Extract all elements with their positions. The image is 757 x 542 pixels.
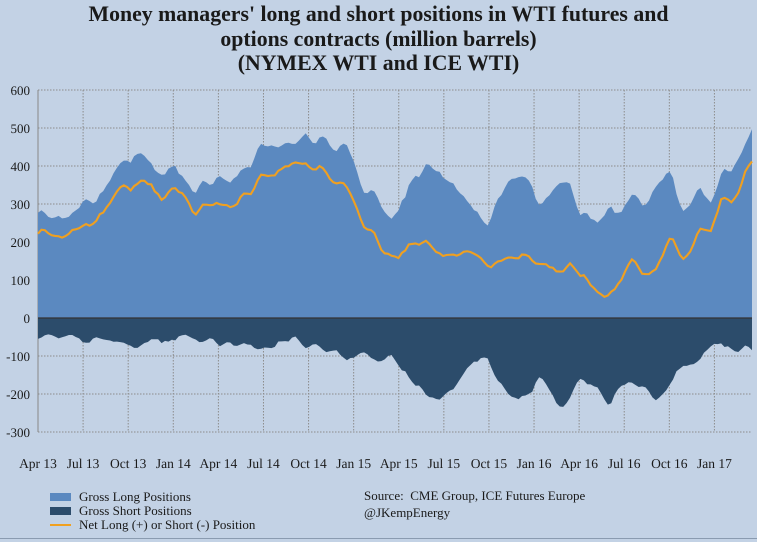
svg-text:Oct 16: Oct 16 — [651, 456, 688, 471]
svg-text:Jan 16: Jan 16 — [517, 456, 552, 471]
svg-text:0: 0 — [24, 311, 31, 326]
svg-text:Oct 13: Oct 13 — [110, 456, 147, 471]
svg-text:-200: -200 — [6, 387, 30, 402]
svg-text:Jan 17: Jan 17 — [697, 456, 732, 471]
svg-text:300: 300 — [11, 197, 31, 212]
svg-text:100: 100 — [11, 273, 31, 288]
svg-text:-300: -300 — [6, 425, 30, 440]
svg-text:500: 500 — [11, 121, 31, 136]
svg-text:Apr 16: Apr 16 — [560, 456, 598, 471]
svg-text:Jan 14: Jan 14 — [156, 456, 191, 471]
svg-text:600: 600 — [11, 83, 31, 98]
svg-text:Jul 15: Jul 15 — [428, 456, 461, 471]
svg-text:Jan 15: Jan 15 — [336, 456, 371, 471]
svg-text:400: 400 — [11, 159, 31, 174]
svg-text:Oct 15: Oct 15 — [471, 456, 508, 471]
svg-text:-100: -100 — [6, 349, 30, 364]
svg-text:200: 200 — [11, 235, 31, 250]
svg-text:Oct 14: Oct 14 — [290, 456, 327, 471]
svg-text:Jul 14: Jul 14 — [247, 456, 280, 471]
svg-text:Apr 14: Apr 14 — [199, 456, 237, 471]
svg-text:Apr 15: Apr 15 — [380, 456, 418, 471]
svg-text:Apr 13: Apr 13 — [19, 456, 57, 471]
svg-text:Jul 13: Jul 13 — [67, 456, 100, 471]
svg-text:Jul 16: Jul 16 — [608, 456, 641, 471]
